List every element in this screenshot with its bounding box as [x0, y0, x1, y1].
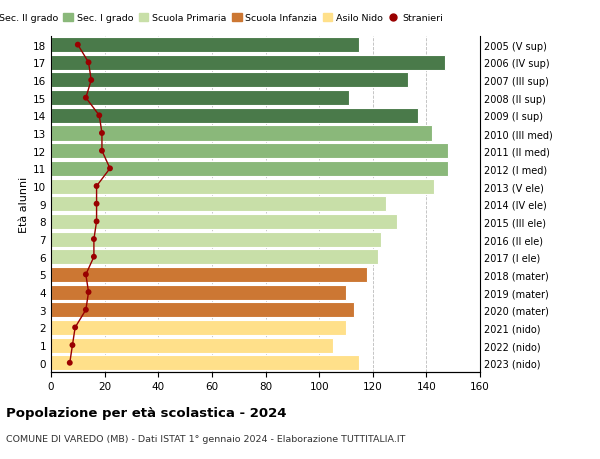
Point	[70, 324, 80, 331]
Point	[68, 341, 77, 349]
Y-axis label: Età alunni: Età alunni	[19, 176, 29, 232]
Bar	[51, 126, 432, 141]
Bar	[51, 144, 448, 159]
Bar	[51, 56, 445, 71]
Point	[97, 130, 107, 137]
Bar	[51, 38, 359, 53]
Point	[86, 77, 96, 84]
Bar	[51, 91, 349, 106]
Bar	[51, 214, 397, 230]
Bar	[51, 109, 418, 123]
Legend: Sec. II grado, Sec. I grado, Scuola Primaria, Scuola Infanzia, Asilo Nido, Stran: Sec. II grado, Sec. I grado, Scuola Prim…	[0, 12, 445, 25]
Point	[92, 218, 101, 225]
Bar	[51, 338, 332, 353]
Bar	[51, 162, 448, 176]
Point	[92, 183, 101, 190]
Bar	[51, 179, 434, 194]
Bar	[51, 267, 367, 282]
Point	[92, 201, 101, 208]
Bar	[51, 320, 346, 335]
Point	[65, 359, 74, 367]
Point	[94, 112, 104, 120]
Point	[81, 271, 91, 279]
Text: Popolazione per età scolastica - 2024: Popolazione per età scolastica - 2024	[6, 406, 287, 419]
Bar	[51, 232, 381, 247]
Bar	[51, 285, 346, 300]
Bar	[51, 197, 386, 212]
Bar	[51, 302, 354, 318]
Point	[105, 165, 115, 173]
Point	[84, 289, 94, 296]
Bar	[51, 73, 407, 88]
Bar	[51, 355, 359, 370]
Point	[97, 148, 107, 155]
Point	[81, 95, 91, 102]
Point	[89, 236, 99, 243]
Point	[89, 253, 99, 261]
Point	[81, 307, 91, 314]
Point	[73, 42, 83, 49]
Text: COMUNE DI VAREDO (MB) - Dati ISTAT 1° gennaio 2024 - Elaborazione TUTTITALIA.IT: COMUNE DI VAREDO (MB) - Dati ISTAT 1° ge…	[6, 434, 406, 443]
Bar	[51, 250, 378, 265]
Point	[84, 60, 94, 67]
